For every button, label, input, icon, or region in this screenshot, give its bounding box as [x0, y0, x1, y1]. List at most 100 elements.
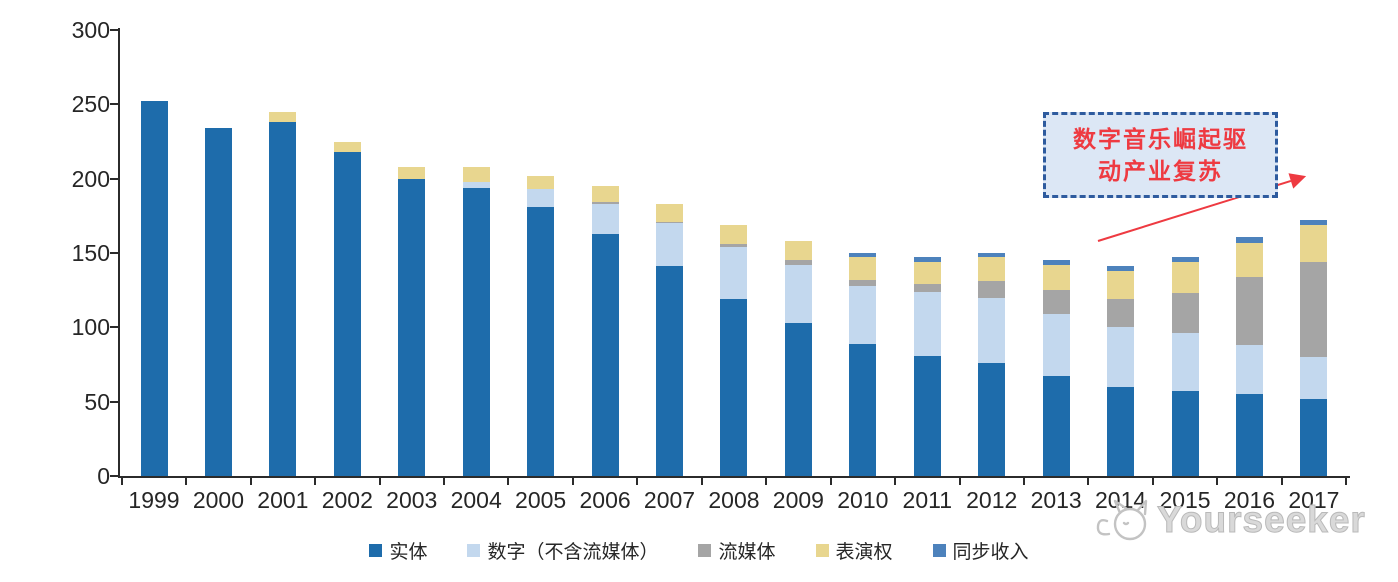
bar-segment-2010-sync — [849, 253, 877, 258]
x-axis-label-2008: 2008 — [708, 487, 760, 513]
x-axis-line — [118, 476, 1350, 478]
x-axis-label-2003: 2003 — [386, 487, 438, 513]
bar-segment-2017-sync — [1300, 220, 1328, 225]
x-axis-tick — [249, 478, 252, 485]
bar-segment-2009-digital — [784, 264, 812, 323]
bar-segment-2000-physical — [204, 128, 232, 476]
bar-segment-2009-streaming — [784, 260, 812, 265]
y-axis-tick — [110, 252, 118, 254]
x-axis-label-2010: 2010 — [837, 487, 889, 513]
bar-segment-2005-performance — [527, 175, 555, 190]
bar-segment-2004-physical — [462, 187, 490, 476]
bar-segment-2006-streaming — [591, 202, 619, 204]
bar-segment-2010-digital — [849, 285, 877, 344]
legend-label-streaming: 流媒体 — [718, 542, 776, 563]
y-axis-label: 200 — [71, 165, 110, 192]
bar-segment-2017-physical — [1300, 398, 1328, 476]
x-axis-tick — [1280, 478, 1283, 485]
x-axis-tick — [894, 478, 897, 485]
bar-segment-1999-physical — [140, 101, 168, 476]
legend-swatch-physical — [369, 544, 383, 557]
bar-segment-2007-performance — [656, 203, 684, 222]
bar-segment-2007-streaming — [656, 221, 684, 224]
bar-segment-2016-physical — [1235, 394, 1263, 476]
bar-segment-2015-performance — [1171, 261, 1199, 294]
bar-segment-2011-streaming — [913, 284, 941, 292]
bar-segment-2014-streaming — [1107, 299, 1135, 328]
x-axis-label-2000: 2000 — [192, 487, 245, 513]
bar-segment-2011-sync — [913, 257, 941, 262]
bar-segment-2008-streaming — [720, 244, 748, 248]
bar-segment-2002-physical — [333, 151, 361, 476]
bar-segment-2006-digital — [591, 203, 619, 234]
x-axis-label-2011: 2011 — [902, 487, 952, 513]
bar-segment-2016-streaming — [1235, 276, 1263, 346]
bar-segment-2009-performance — [784, 241, 812, 261]
bar-segment-2008-physical — [720, 299, 748, 476]
bar-segment-2001-performance — [269, 111, 297, 123]
bar-segment-2006-physical — [591, 233, 619, 476]
x-axis-label-2013: 2013 — [1030, 487, 1082, 513]
bar-segment-2015-streaming — [1171, 293, 1199, 334]
bar-segment-2012-digital — [978, 297, 1006, 363]
annotation-callout: 数字音乐崛起驱 动产业复苏 — [1043, 112, 1278, 198]
y-axis-label: 0 — [97, 463, 110, 489]
x-axis-tick — [507, 478, 510, 485]
bar-segment-2006-performance — [591, 186, 619, 203]
x-axis-tick — [1151, 478, 1154, 485]
bar-segment-2012-sync — [978, 253, 1006, 258]
bar-segment-2005-digital — [527, 189, 555, 207]
legend-item-digital: 数字（不含流媒体） — [467, 537, 658, 564]
annotation-line-2: 动产业复苏 — [1098, 158, 1223, 184]
watermark-text: Yourseeker — [1157, 499, 1366, 541]
legend-label-digital: 数字（不含流媒体） — [487, 542, 659, 563]
bar-segment-2017-streaming — [1300, 261, 1328, 358]
legend-label-physical: 实体 — [389, 542, 428, 563]
bar-segment-2017-digital — [1300, 357, 1328, 399]
y-axis-tick — [110, 400, 118, 403]
x-axis-tick — [829, 478, 832, 485]
legend-item-physical: 实体 — [369, 537, 427, 564]
bar-segment-2005-physical — [527, 206, 555, 476]
y-axis-tick — [110, 29, 118, 31]
y-axis-label: 100 — [71, 314, 110, 341]
y-axis-label: 50 — [84, 388, 110, 415]
legend-label-sync: 同步收入 — [952, 542, 1029, 563]
legend-item-streaming: 流媒体 — [698, 537, 776, 564]
bar-segment-2014-performance — [1107, 270, 1135, 300]
bar-segment-2014-digital — [1107, 327, 1135, 387]
x-axis-tick — [958, 478, 961, 485]
x-axis-label-2002: 2002 — [321, 487, 373, 513]
bar-segment-2011-performance — [913, 261, 941, 285]
bar-segment-2013-digital — [1042, 313, 1070, 377]
bar-segment-2016-digital — [1235, 345, 1263, 395]
bar-segment-2012-streaming — [978, 281, 1006, 298]
x-axis-tick — [1345, 478, 1348, 485]
bar-segment-2001-physical — [269, 122, 297, 476]
bar-segment-2008-digital — [720, 247, 748, 300]
chart-legend: 实体 数字（不含流媒体） 流媒体 表演权 同步收入 — [0, 537, 1398, 564]
bar-segment-2009-physical — [784, 322, 812, 476]
x-axis-label-2007: 2007 — [643, 487, 696, 513]
legend-swatch-digital — [467, 544, 481, 557]
y-axis-line — [118, 28, 120, 478]
x-axis-tick — [571, 478, 574, 485]
x-axis-label-2009: 2009 — [772, 487, 824, 513]
bar-segment-2012-physical — [978, 363, 1006, 476]
legend-swatch-sync — [932, 544, 946, 557]
y-axis-tick — [110, 475, 118, 477]
y-axis-tick — [110, 326, 118, 329]
bar-segment-2015-digital — [1171, 333, 1199, 392]
bar-segment-2007-digital — [656, 223, 684, 267]
bar-segment-2016-performance — [1235, 242, 1263, 277]
bar-segment-2008-performance — [720, 224, 748, 245]
bar-segment-2010-performance — [849, 257, 877, 280]
x-axis-tick — [765, 478, 768, 485]
bar-segment-2003-performance — [398, 166, 426, 179]
x-axis-label-2017: 2017 — [1288, 487, 1340, 513]
x-axis-tick — [1216, 478, 1219, 485]
y-axis-label: 300 — [71, 17, 110, 43]
bar-segment-2012-performance — [978, 257, 1006, 282]
arrow-head-icon — [1288, 168, 1309, 189]
